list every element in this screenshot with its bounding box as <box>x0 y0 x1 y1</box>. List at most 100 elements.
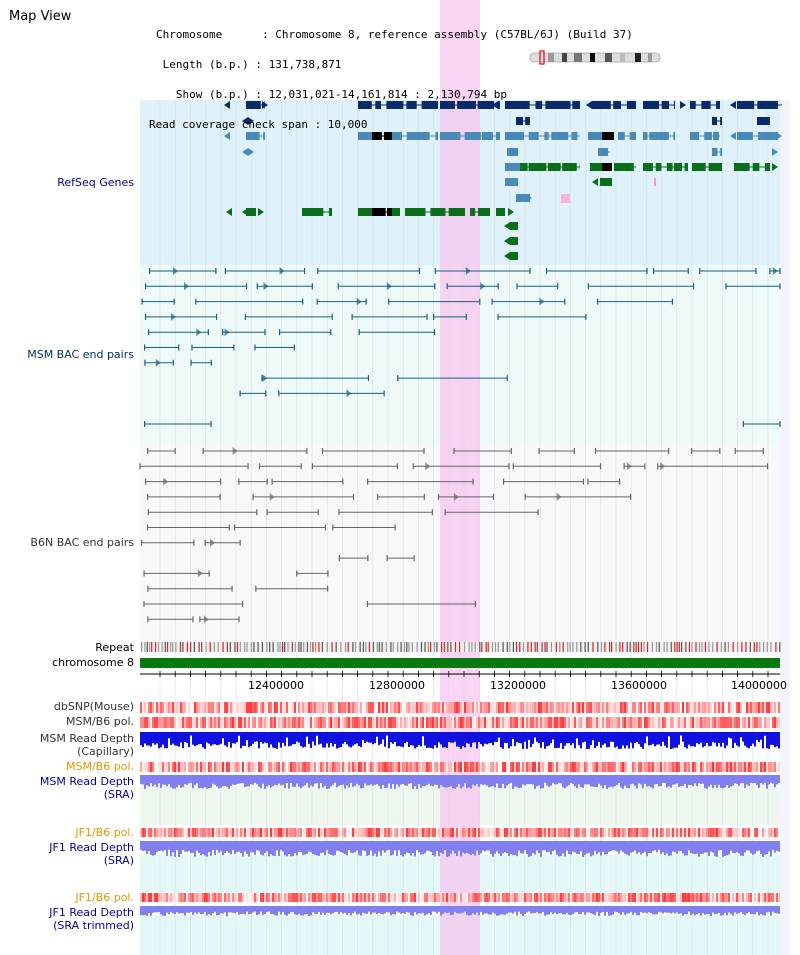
read-depth-bar <box>176 732 178 746</box>
repeat-mark <box>284 642 286 652</box>
polymorphism-cell <box>654 893 656 902</box>
chromosome-ideogram[interactable] <box>529 50 661 65</box>
polymorphism-cell <box>188 893 190 902</box>
polymorphism-cell <box>566 828 568 837</box>
polymorphism-cell <box>178 702 180 713</box>
polymorphism-cell <box>564 702 566 713</box>
msm-b6-pol-sra-label[interactable]: MSM/B6 pol. <box>66 760 134 773</box>
read-depth-bar <box>202 732 204 748</box>
read-depth-bar <box>608 732 610 748</box>
polymorphism-cell <box>488 828 490 837</box>
read-depth-bar <box>730 841 732 851</box>
read-depth-bar <box>298 732 300 743</box>
strand-arrow <box>504 222 510 230</box>
polymorphism-cell <box>724 828 726 837</box>
msm-read-depth-sra-label[interactable]: MSM Read Depth (SRA) <box>40 775 134 801</box>
polymorphism-cell <box>732 717 734 728</box>
polymorphism-cell <box>738 717 740 728</box>
read-depth-bar <box>300 906 302 916</box>
read-depth-bar <box>614 775 616 787</box>
read-depth-bar <box>768 841 770 852</box>
polymorphism-cell <box>748 702 750 713</box>
gene-exon <box>435 132 438 140</box>
jf1-read-depth-trimmed-label[interactable]: JF1 Read Depth (SRA trimmed) <box>49 906 134 932</box>
polymorphism-cell <box>694 702 696 713</box>
repeat-mark <box>287 642 289 652</box>
polymorphism-cell <box>682 893 684 902</box>
repeat-mark <box>546 642 548 652</box>
polymorphism-cell <box>162 762 164 772</box>
read-depth-bar <box>194 775 196 785</box>
read-depth-bar <box>480 906 482 912</box>
polymorphism-cell <box>454 893 456 902</box>
polymorphism-cell <box>636 702 638 713</box>
polymorphism-cell <box>330 762 332 772</box>
b6n-bac-label[interactable]: B6N BAC end pairs <box>30 536 134 549</box>
jf1-read-depth-sra-label[interactable]: JF1 Read Depth (SRA) <box>49 841 134 867</box>
read-depth-bar <box>254 775 256 783</box>
read-depth-bar <box>186 906 188 913</box>
polymorphism-cell <box>194 762 196 772</box>
polymorphism-cell <box>242 702 244 713</box>
refseq-label[interactable]: RefSeq Genes <box>57 176 134 189</box>
polymorphism-cell <box>556 762 558 772</box>
polymorphism-cell <box>330 717 332 728</box>
read-depth-bar <box>728 841 730 855</box>
read-depth-bar <box>270 775 272 788</box>
polymorphism-cell <box>526 762 528 772</box>
gene-exon <box>358 101 372 109</box>
polymorphism-cell <box>690 762 692 772</box>
read-depth-bar <box>402 841 404 857</box>
msm-b6-pol-label[interactable]: MSM/B6 pol. <box>66 715 134 728</box>
jf1-b6-pol-trimmed-label[interactable]: JF1/B6 pol. <box>75 891 134 904</box>
dbsnp-label[interactable]: dbSNP(Mouse) <box>53 700 134 713</box>
polymorphism-cell <box>660 828 662 837</box>
msm-bac-label[interactable]: MSM BAC end pairs <box>27 348 134 361</box>
read-depth-bar <box>154 906 156 913</box>
gene-exon <box>372 132 382 140</box>
polymorphism-cell <box>388 717 390 728</box>
read-depth-bar <box>510 732 512 747</box>
polymorphism-cell <box>218 717 220 728</box>
read-depth-bar <box>258 906 260 915</box>
gene-exon <box>470 208 476 216</box>
read-depth-bar <box>364 732 366 743</box>
polymorphism-cell <box>402 717 404 728</box>
polymorphism-cell <box>546 828 548 837</box>
polymorphism-cell <box>276 702 278 713</box>
polymorphism-cell <box>310 762 312 772</box>
read-depth-bar <box>658 841 660 850</box>
read-depth-bar <box>466 841 468 853</box>
read-depth-bar <box>634 841 636 851</box>
read-depth-bar <box>370 775 372 785</box>
read-depth-bar <box>408 906 410 913</box>
polymorphism-cell <box>210 893 212 902</box>
polymorphism-cell <box>496 717 498 728</box>
msm-read-depth-capillary-label[interactable]: MSM Read Depth (Capillary) <box>40 732 134 758</box>
read-depth-bar <box>154 732 156 745</box>
read-depth-bar <box>528 775 530 785</box>
read-depth-bar <box>710 732 712 746</box>
highlight-band[interactable] <box>440 0 480 955</box>
read-depth-bar <box>712 906 714 913</box>
read-depth-bar <box>278 732 280 743</box>
polymorphism-cell <box>448 702 450 713</box>
polymorphism-cell <box>594 828 596 837</box>
polymorphism-cell <box>678 717 680 728</box>
polymorphism-cell <box>338 717 340 728</box>
read-depth-bar <box>152 841 154 856</box>
polymorphism-cell <box>692 762 694 772</box>
polymorphism-cell <box>762 828 764 837</box>
read-depth-bar <box>666 732 668 748</box>
polymorphism-cell <box>250 702 252 713</box>
polymorphism-cell <box>702 717 704 728</box>
jf1-b6-pol-label[interactable]: JF1/B6 pol. <box>75 826 134 839</box>
gene-exon <box>505 101 530 109</box>
read-depth-bar <box>322 775 324 788</box>
polymorphism-cell <box>490 893 492 902</box>
read-depth-bar <box>358 775 360 786</box>
polymorphism-cell <box>642 762 644 772</box>
repeat-mark <box>555 642 557 652</box>
axis-tick-label: 12800000 <box>369 679 425 692</box>
read-depth-bar <box>150 841 152 855</box>
